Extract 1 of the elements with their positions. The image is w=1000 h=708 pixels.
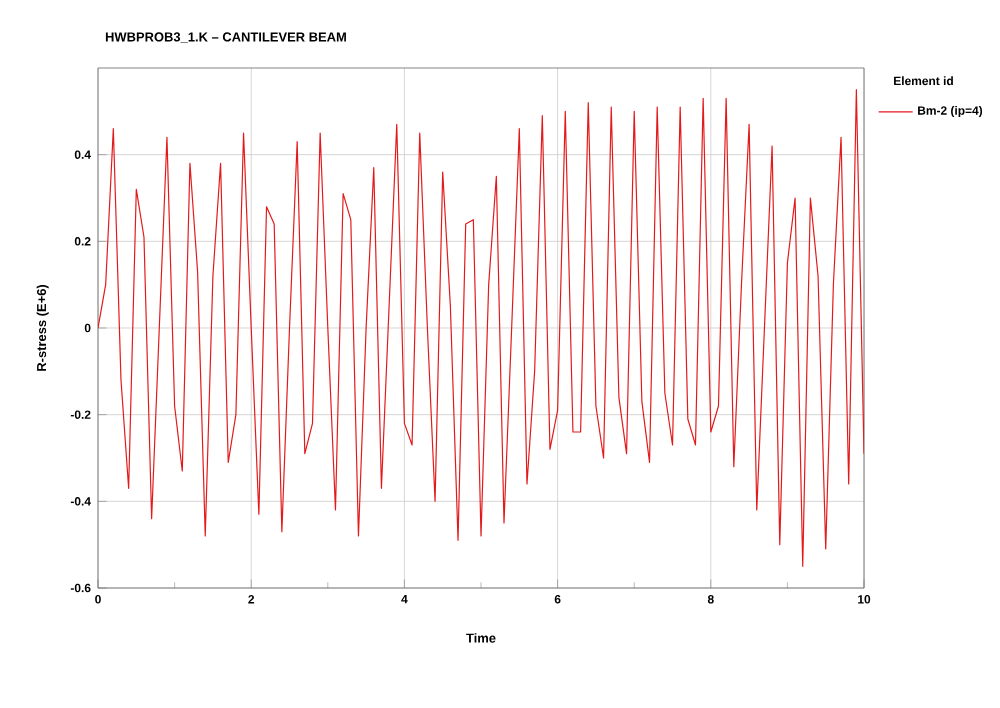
line-series bbox=[98, 89, 865, 567]
